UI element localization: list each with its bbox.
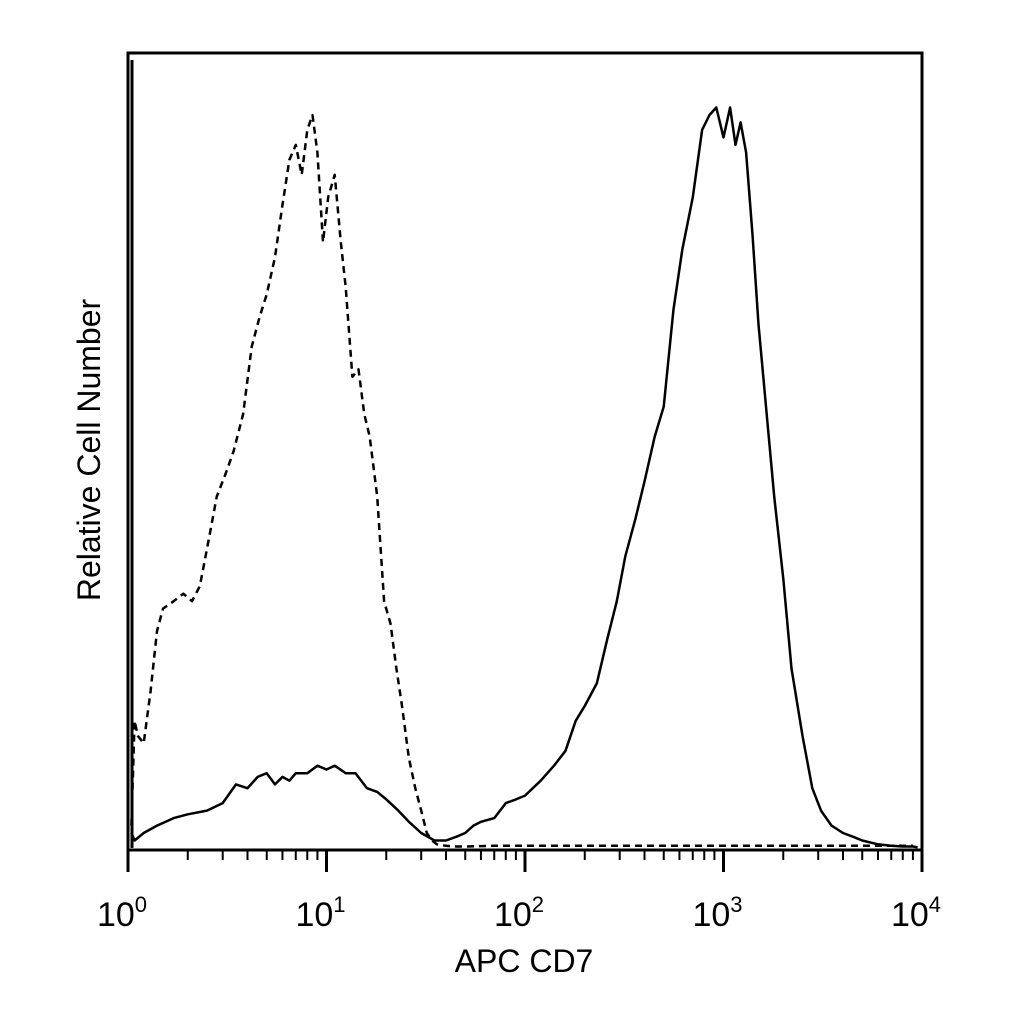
x-tick-label: 103 bbox=[692, 892, 742, 934]
x-tick-label: 104 bbox=[891, 892, 941, 934]
x-axis-title: APC CD7 bbox=[455, 943, 594, 979]
x-tick-label: 100 bbox=[97, 892, 147, 934]
x-tick-label: 101 bbox=[295, 892, 345, 934]
series-cd7-stained-line bbox=[130, 106, 918, 849]
plot-frame bbox=[126, 51, 924, 852]
y-axis-title: Relative Cell Number bbox=[71, 298, 107, 601]
x-axis-ticks bbox=[126, 850, 924, 872]
x-tick-label: 102 bbox=[494, 892, 544, 934]
series-layer bbox=[130, 106, 918, 849]
x-axis-tick-labels: 100 101 102 103 104 bbox=[97, 892, 941, 934]
series-isotype-control-line bbox=[130, 113, 913, 848]
